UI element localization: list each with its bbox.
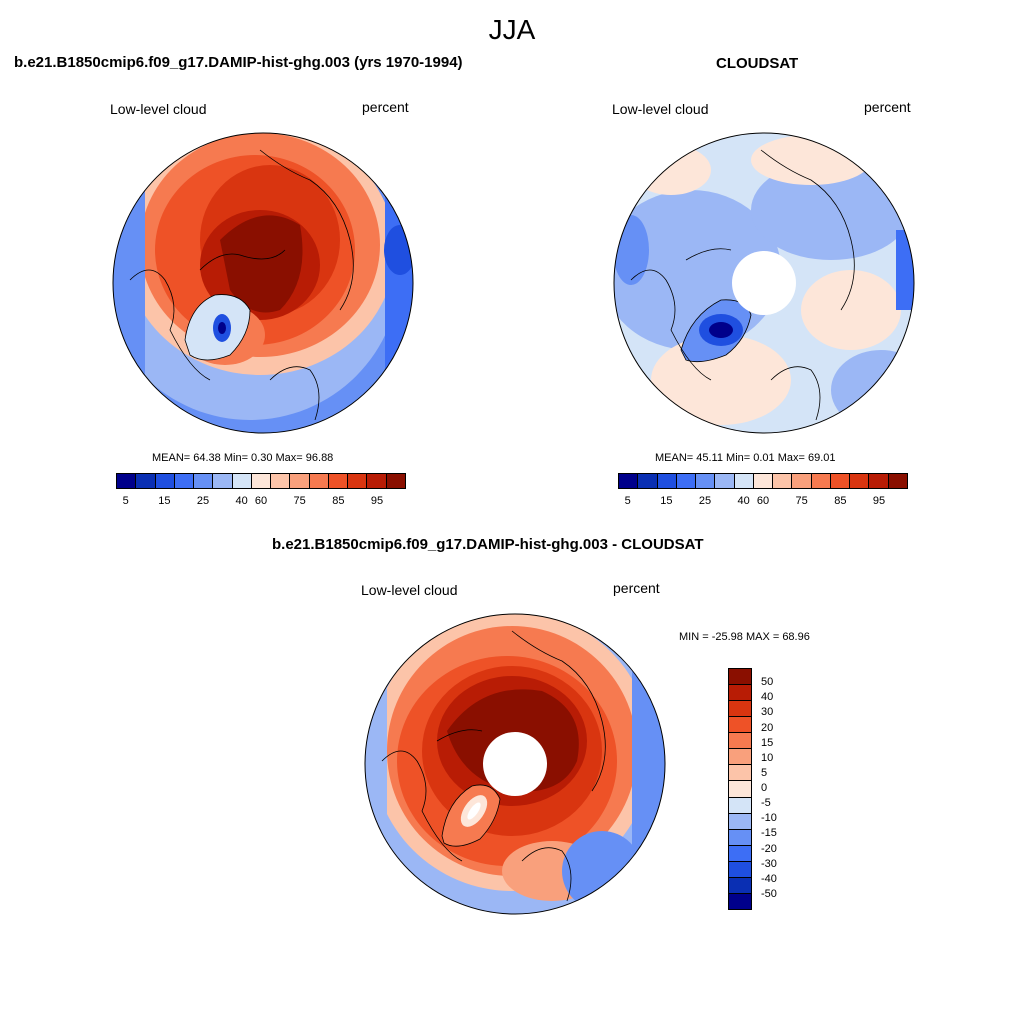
colorbar-swatch	[773, 474, 793, 488]
colorbar-tick-label: 15	[158, 495, 171, 507]
colorbar-tick-label: 95	[370, 495, 384, 507]
colorbar-swatch	[729, 765, 751, 782]
colorbar-tick-label: 40	[761, 691, 774, 704]
colorbar-swatch	[729, 669, 751, 686]
colorbar-swatch	[729, 893, 751, 909]
colorbar-swatch	[696, 474, 716, 488]
colorbar-swatch	[386, 474, 405, 488]
colorbar-tick-label: 20	[761, 721, 774, 734]
figure-title: JJA	[488, 14, 536, 45]
colorbar-tick-label: 25	[196, 495, 210, 507]
obs-stats: MEAN= 45.11 Min= 0.01 Max= 69.01	[655, 452, 836, 464]
colorbar-tick-label: 40	[737, 495, 750, 507]
obs-colorbar	[618, 473, 908, 489]
colorbar-swatch	[888, 474, 907, 488]
colorbar-tick-label: 5	[122, 495, 129, 507]
colorbar-swatch	[729, 829, 751, 846]
model-variable-label: Low-level cloud	[110, 101, 207, 117]
diff-units-label: percent	[613, 580, 660, 596]
colorbar-swatch	[753, 474, 774, 488]
colorbar-tick-label: -15	[761, 827, 777, 840]
diff-colorbar	[728, 668, 752, 910]
colorbar-tick-label: 85	[834, 495, 847, 507]
model-stats: MEAN= 64.38 Min= 0.30 Max= 96.88	[152, 452, 334, 464]
model-polar-map	[112, 132, 414, 434]
colorbar-tick-label: 15	[660, 495, 673, 507]
model-units-label: percent	[362, 99, 409, 115]
colorbar-tick-label: 25	[698, 495, 712, 507]
colorbar-swatch	[638, 474, 658, 488]
colorbar-tick-label: -30	[761, 857, 777, 870]
colorbar-swatch	[729, 717, 751, 734]
colorbar-tick-label: 60	[756, 495, 770, 507]
colorbar-tick-label: 30	[761, 706, 774, 719]
colorbar-swatch	[174, 474, 195, 488]
colorbar-swatch	[729, 861, 751, 878]
colorbar-swatch	[729, 749, 751, 766]
diff-polar-map	[364, 613, 666, 915]
colorbar-swatch	[155, 474, 175, 488]
colorbar-swatch	[251, 474, 272, 488]
model-panel-title: b.e21.B1850cmip6.f09_g17.DAMIP-hist-ghg.…	[14, 54, 463, 71]
colorbar-swatch	[290, 474, 310, 488]
colorbar-swatch	[729, 685, 751, 702]
colorbar-tick-label: 75	[293, 495, 306, 507]
colorbar-swatch	[729, 845, 751, 862]
colorbar-swatch	[367, 474, 387, 488]
colorbar-swatch	[729, 733, 751, 750]
colorbar-tick-label: -10	[761, 812, 777, 825]
colorbar-tick-label: 15	[761, 736, 774, 749]
colorbar-swatch	[348, 474, 368, 488]
colorbar-swatch	[830, 474, 851, 488]
model-colorbar	[116, 473, 406, 489]
colorbar-swatch	[309, 474, 329, 488]
colorbar-tick-label: 85	[332, 495, 345, 507]
colorbar-swatch	[232, 474, 252, 488]
colorbar-swatch	[729, 701, 751, 718]
obs-variable-label: Low-level cloud	[612, 101, 709, 117]
obs-units-label: percent	[864, 99, 911, 115]
colorbar-swatch	[328, 474, 349, 488]
diff-variable-label: Low-level cloud	[361, 582, 458, 598]
colorbar-swatch	[869, 474, 889, 488]
colorbar-swatch	[619, 474, 639, 488]
colorbar-tick-label: 10	[761, 751, 774, 764]
colorbar-tick-label: 60	[254, 495, 268, 507]
colorbar-tick-label: -5	[761, 797, 771, 810]
colorbar-swatch	[792, 474, 812, 488]
colorbar-swatch	[811, 474, 831, 488]
colorbar-tick-label: 5	[761, 766, 768, 779]
colorbar-swatch	[729, 877, 751, 894]
colorbar-tick-label: 40	[235, 495, 248, 507]
colorbar-tick-label: 95	[872, 495, 886, 507]
colorbar-swatch	[729, 813, 751, 830]
colorbar-swatch	[117, 474, 137, 488]
obs-polar-map	[613, 132, 915, 434]
colorbar-swatch	[729, 781, 751, 798]
colorbar-swatch	[676, 474, 697, 488]
colorbar-tick-label: 75	[795, 495, 808, 507]
diff-stats: MIN = -25.98 MAX = 68.96	[679, 631, 810, 643]
colorbar-tick-label: 0	[761, 782, 768, 794]
colorbar-swatch	[194, 474, 214, 488]
colorbar-swatch	[136, 474, 156, 488]
colorbar-swatch	[729, 797, 751, 814]
colorbar-swatch	[734, 474, 754, 488]
colorbar-swatch	[850, 474, 870, 488]
obs-panel-title: CLOUDSAT	[716, 55, 799, 72]
colorbar-swatch	[715, 474, 735, 488]
colorbar-tick-label: 5	[624, 495, 631, 507]
colorbar-tick-label: 50	[761, 676, 774, 689]
colorbar-swatch	[657, 474, 677, 488]
colorbar-tick-label: -40	[761, 872, 777, 885]
colorbar-swatch	[213, 474, 233, 488]
colorbar-tick-label: -50	[761, 887, 777, 900]
colorbar-tick-label: -20	[761, 842, 777, 855]
diff-panel-title: b.e21.B1850cmip6.f09_g17.DAMIP-hist-ghg.…	[272, 536, 704, 553]
colorbar-swatch	[271, 474, 291, 488]
